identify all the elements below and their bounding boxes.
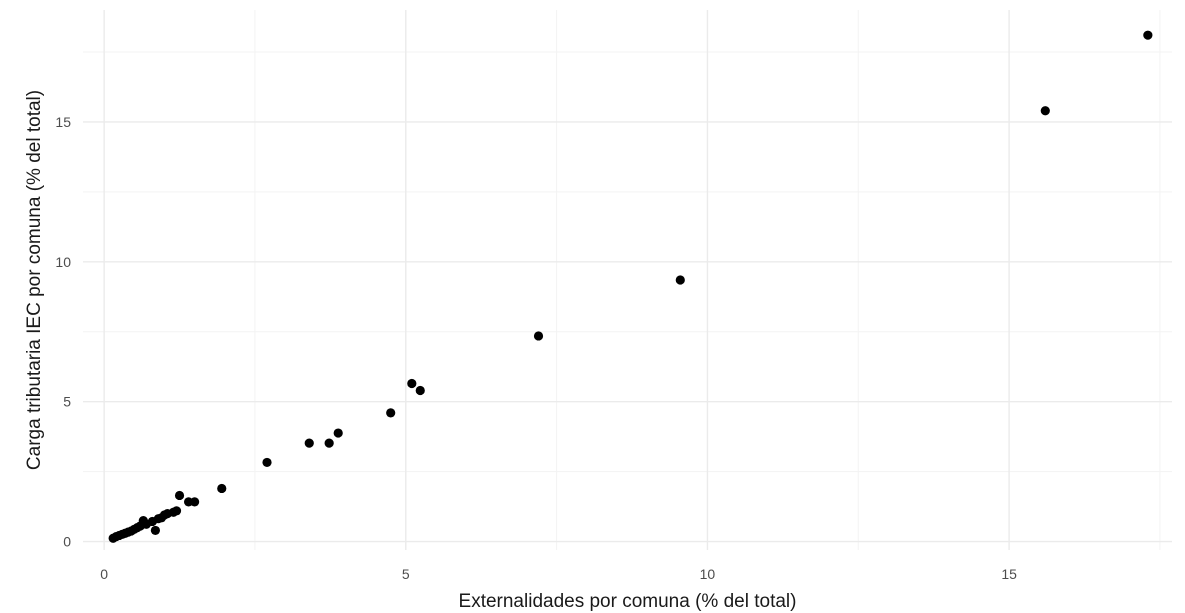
data-point	[262, 457, 272, 468]
x-axis-title: Externalidades por comuna (% del total)	[459, 591, 797, 612]
y-tick-label: 15	[55, 114, 71, 130]
data-point	[1143, 30, 1153, 40]
data-point	[150, 525, 160, 536]
data-point	[324, 438, 334, 448]
data-points	[108, 30, 1153, 543]
data-point	[1040, 106, 1050, 116]
y-tick-label: 0	[63, 534, 71, 550]
data-point	[675, 275, 685, 285]
data-point	[533, 331, 544, 341]
data-point	[407, 378, 417, 389]
grid-lines	[83, 10, 1172, 550]
x-tick-label: 15	[1001, 566, 1017, 582]
data-point	[217, 483, 227, 494]
tick-labels: 0 5 10 15 0 5 10 15	[55, 114, 1017, 582]
data-point	[386, 408, 396, 418]
y-axis-title: Carga tributaria IEC por comuna (% del t…	[24, 90, 45, 470]
y-tick-label: 5	[63, 394, 71, 410]
x-tick-label: 5	[402, 566, 410, 582]
data-point	[190, 497, 200, 507]
x-tick-label: 0	[100, 566, 108, 582]
data-point	[304, 438, 314, 448]
data-point	[171, 506, 182, 516]
y-tick-label: 10	[55, 254, 71, 270]
x-tick-label: 10	[700, 566, 716, 582]
data-point	[415, 385, 425, 396]
data-point	[174, 490, 185, 501]
data-point	[333, 428, 343, 438]
